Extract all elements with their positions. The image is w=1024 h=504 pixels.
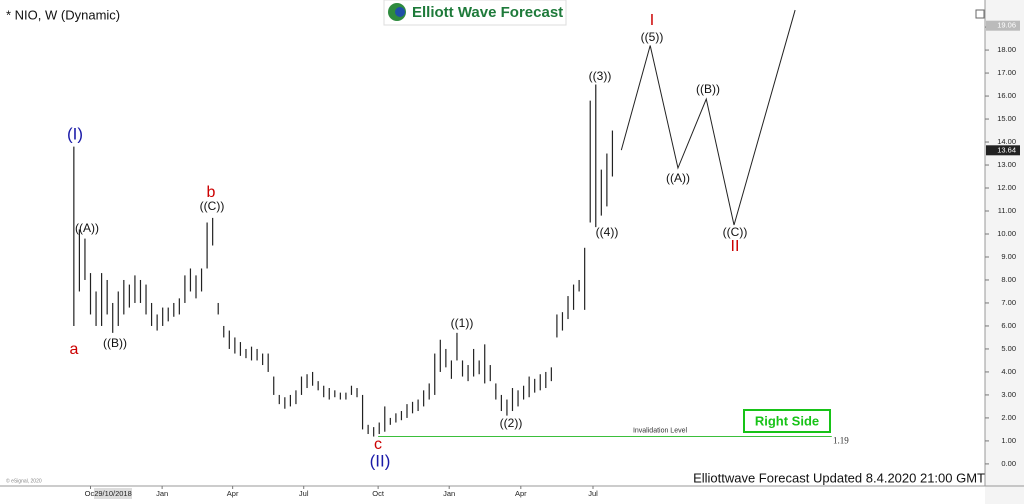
high_marker-label: 19.06 xyxy=(997,21,1016,30)
wave-label: (II) xyxy=(370,451,391,470)
wave-label: ((B)) xyxy=(103,336,127,350)
wave-label: (I) xyxy=(67,124,83,143)
x-tick-label: Apr xyxy=(227,489,239,498)
x-tick-label: Jan xyxy=(156,489,168,498)
wave-label: ((A)) xyxy=(75,221,99,235)
y-tick-label: 11.00 xyxy=(998,206,1016,215)
y-axis-panel xyxy=(985,0,1024,504)
chart-title: * NIO, W (Dynamic) xyxy=(6,7,120,22)
y-tick-label: 7.00 xyxy=(1001,298,1016,307)
right-side-badge: Right Side xyxy=(743,409,831,433)
y-tick-label: 12.00 xyxy=(997,183,1016,192)
wave-label: b xyxy=(207,184,216,201)
x-tick-label: Jul xyxy=(588,489,598,498)
y-tick-label: 5.00 xyxy=(1001,344,1016,353)
wave-label: I xyxy=(650,12,654,29)
y-tick-label: 8.00 xyxy=(1001,275,1016,284)
y-tick-label: 10.00 xyxy=(997,229,1016,238)
projection-path xyxy=(620,9,796,226)
y-tick-label: 6.00 xyxy=(1001,321,1016,330)
wave-label: ((C)) xyxy=(723,225,748,239)
y-tick-label: 1.00 xyxy=(1001,436,1016,445)
brand-name: Elliott Wave Forecast xyxy=(412,4,563,21)
y-tick-label: 3.00 xyxy=(1001,390,1016,399)
invalidation-value: 1.19 xyxy=(833,436,849,446)
wave-label: II xyxy=(731,238,740,255)
logo-box xyxy=(383,0,567,26)
y-tick-label: 17.00 xyxy=(997,68,1016,77)
y-tick-label: 4.00 xyxy=(1001,367,1016,376)
footer: Elliottwave Forecast Updated 8.4.2020 21… xyxy=(693,470,985,485)
copyright: © eSignal, 2020 xyxy=(6,477,42,484)
panel-button[interactable] xyxy=(975,9,985,19)
wave-label: ((2)) xyxy=(500,416,523,430)
x-tick-label: Apr xyxy=(515,489,527,498)
y-tick-label: 16.00 xyxy=(997,91,1016,100)
x-cursor-label: 29/10/2018 xyxy=(94,489,132,498)
wave-label: c xyxy=(374,436,382,453)
wave-label: a xyxy=(70,341,79,358)
brand-logo: Elliott Wave Forecast xyxy=(383,0,567,26)
wave-label: ((1)) xyxy=(451,316,474,330)
x-tick-label: Oct xyxy=(372,489,385,498)
wave-label: ((3)) xyxy=(589,69,612,83)
x-tick-label: Oct xyxy=(85,489,98,498)
wave-label: ((A)) xyxy=(666,171,690,185)
last_price-box xyxy=(986,145,1020,156)
x-tick-label: Jan xyxy=(443,489,455,498)
x-cursor-box xyxy=(94,488,132,499)
wave-label: ((4)) xyxy=(596,225,619,239)
y-tick-label: 13.00 xyxy=(997,160,1016,169)
badge-text: Right Side xyxy=(755,413,819,428)
x-tick-label: Jul xyxy=(299,489,309,498)
y-tick-label: 18.00 xyxy=(997,45,1016,54)
y-tick-label: 14.00 xyxy=(997,137,1016,146)
y-tick-label: 2.00 xyxy=(1001,413,1016,422)
wave-label: ((5)) xyxy=(641,30,664,44)
y-tick-label: 0.00 xyxy=(1001,459,1016,468)
logo-mark-inner xyxy=(395,7,405,17)
y-tick-label: 15.00 xyxy=(997,114,1016,123)
wave-label: ((B)) xyxy=(696,82,720,96)
last_price-label: 13.64 xyxy=(997,145,1016,154)
y-tick-label: 9.00 xyxy=(1001,252,1016,261)
invalidation-label: Invalidation Level xyxy=(633,427,688,434)
wave-label: ((C)) xyxy=(200,199,225,213)
badge-box xyxy=(743,409,831,433)
high_marker-box xyxy=(986,20,1020,31)
